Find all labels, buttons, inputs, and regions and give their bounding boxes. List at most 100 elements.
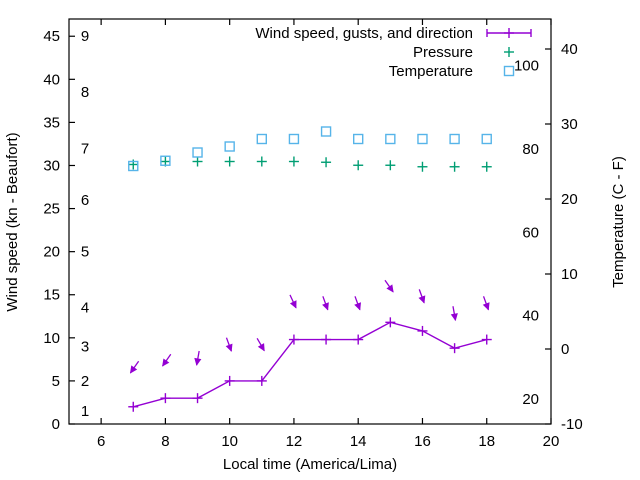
gust-arrow-head [194, 357, 202, 366]
legend-label: Temperature [389, 63, 473, 80]
wind-speed-line [133, 321, 487, 408]
legend-entry[interactable]: Wind speed, gusts, and direction [255, 25, 532, 42]
gust-direction-arrow [384, 279, 394, 293]
x-tick-label: 14 [350, 433, 367, 450]
temperature-point [128, 160, 139, 172]
beaufort-label: 1 [81, 403, 89, 420]
legend-label: Pressure [413, 44, 473, 61]
x-tick-label: 10 [221, 433, 238, 450]
series-gust-direction-arrows [129, 279, 490, 374]
gust-arrow-head [289, 300, 297, 309]
gust-direction-arrow [322, 296, 329, 311]
left-tick-label: 30 [43, 157, 60, 174]
left-tick-label: 20 [43, 244, 60, 261]
gust-direction-arrow [225, 337, 233, 352]
series-temperature [128, 126, 492, 172]
gust-arrow-head [418, 295, 426, 304]
right-axis-label: Temperature (C - F) [610, 156, 627, 288]
x-tick-label: 6 [97, 433, 105, 450]
left-tick-label: 45 [43, 28, 60, 45]
plot-border [68, 18, 552, 425]
gust-direction-arrow [450, 306, 458, 322]
gust-arrow-head [482, 302, 490, 311]
left-axis-label: Wind speed (kn - Beaufort) [4, 132, 21, 311]
x-tick-label: 18 [478, 433, 495, 450]
fahrenheit-label: 40 [522, 308, 539, 325]
legend-label: Wind speed, gusts, and direction [255, 25, 473, 42]
temperature-point [449, 133, 460, 145]
gust-direction-arrow [162, 353, 172, 367]
x-axis-label: Local time (America/Lima) [223, 456, 397, 473]
gust-arrow-head [322, 302, 329, 311]
fahrenheit-inner-labels: 20 40 60 80 100 [514, 58, 539, 408]
left-axis-ticks: 0 5 10 15 20 25 30 35 40 45 [43, 28, 75, 433]
fahrenheit-label: 80 [522, 141, 539, 158]
right-tick-label: -10 [561, 416, 583, 433]
gust-arrow-head [450, 313, 458, 322]
gust-arrow-head [386, 284, 394, 293]
temperature-point [288, 133, 300, 145]
temperature-point [353, 133, 364, 145]
left-tick-label: 40 [43, 71, 60, 88]
temperature-point [481, 133, 492, 145]
gust-arrow-head [129, 365, 138, 374]
fahrenheit-label: 20 [522, 391, 539, 408]
gust-arrow-head [225, 343, 233, 352]
temperature-point [224, 141, 235, 152]
gust-arrow-head [257, 343, 265, 352]
gust-direction-arrow [482, 296, 490, 311]
right-tick-label: 10 [561, 266, 578, 283]
temperature-point [256, 133, 267, 145]
gust-arrow-head [162, 358, 170, 367]
temperature-point [192, 147, 203, 158]
beaufort-label: 8 [81, 84, 89, 101]
temperature-point [320, 126, 332, 137]
beaufort-label: 2 [81, 373, 89, 390]
right-axis-ticks: -10 0 10 20 30 40 [545, 41, 583, 433]
left-tick-label: 25 [43, 201, 60, 218]
beaufort-label: 3 [81, 338, 89, 355]
series-wind-speed [128, 317, 492, 412]
gust-arrow-head [354, 302, 362, 311]
beaufort-label: 7 [81, 140, 89, 157]
x-tick-label: 20 [543, 433, 560, 450]
beaufort-label: 9 [81, 28, 89, 45]
right-tick-label: 40 [561, 41, 578, 58]
legend-swatch-marker [503, 65, 515, 77]
x-tick-label: 8 [161, 433, 169, 450]
chart-legend[interactable]: Wind speed, gusts, and direction Pressure… [255, 25, 532, 80]
plot-frame [68, 18, 552, 425]
temperature-point [417, 133, 428, 145]
x-tick-label: 16 [414, 433, 431, 450]
temperature-point [160, 155, 171, 166]
x-axis-ticks: 6 8 10 12 14 16 18 20 [97, 19, 559, 450]
legend-entry[interactable]: Pressure [413, 44, 514, 61]
temperature-point [385, 133, 396, 145]
left-tick-label: 10 [43, 330, 60, 347]
beaufort-label: 4 [81, 300, 89, 317]
left-tick-label: 5 [52, 373, 60, 390]
gust-direction-arrow [354, 296, 362, 311]
right-tick-label: 30 [561, 116, 578, 133]
legend-entry[interactable]: Temperature [389, 63, 515, 80]
gust-direction-arrow [418, 289, 426, 304]
fahrenheit-label: 100 [514, 58, 539, 75]
beaufort-inner-labels: 1 2 3 4 5 6 7 8 9 [81, 28, 89, 420]
left-tick-label: 0 [52, 416, 60, 433]
x-tick-label: 12 [286, 433, 303, 450]
left-tick-label: 15 [43, 287, 60, 304]
gust-direction-arrow [256, 338, 265, 352]
beaufort-label: 6 [81, 192, 89, 209]
series-pressure [128, 156, 492, 172]
right-tick-label: 20 [561, 191, 578, 208]
gust-direction-arrow [129, 360, 140, 374]
right-tick-label: 0 [561, 341, 569, 358]
fahrenheit-label: 60 [522, 224, 539, 241]
beaufort-label: 5 [81, 244, 89, 261]
left-tick-label: 35 [43, 114, 60, 131]
gust-direction-arrow [194, 350, 202, 366]
gust-direction-arrow [289, 294, 297, 309]
